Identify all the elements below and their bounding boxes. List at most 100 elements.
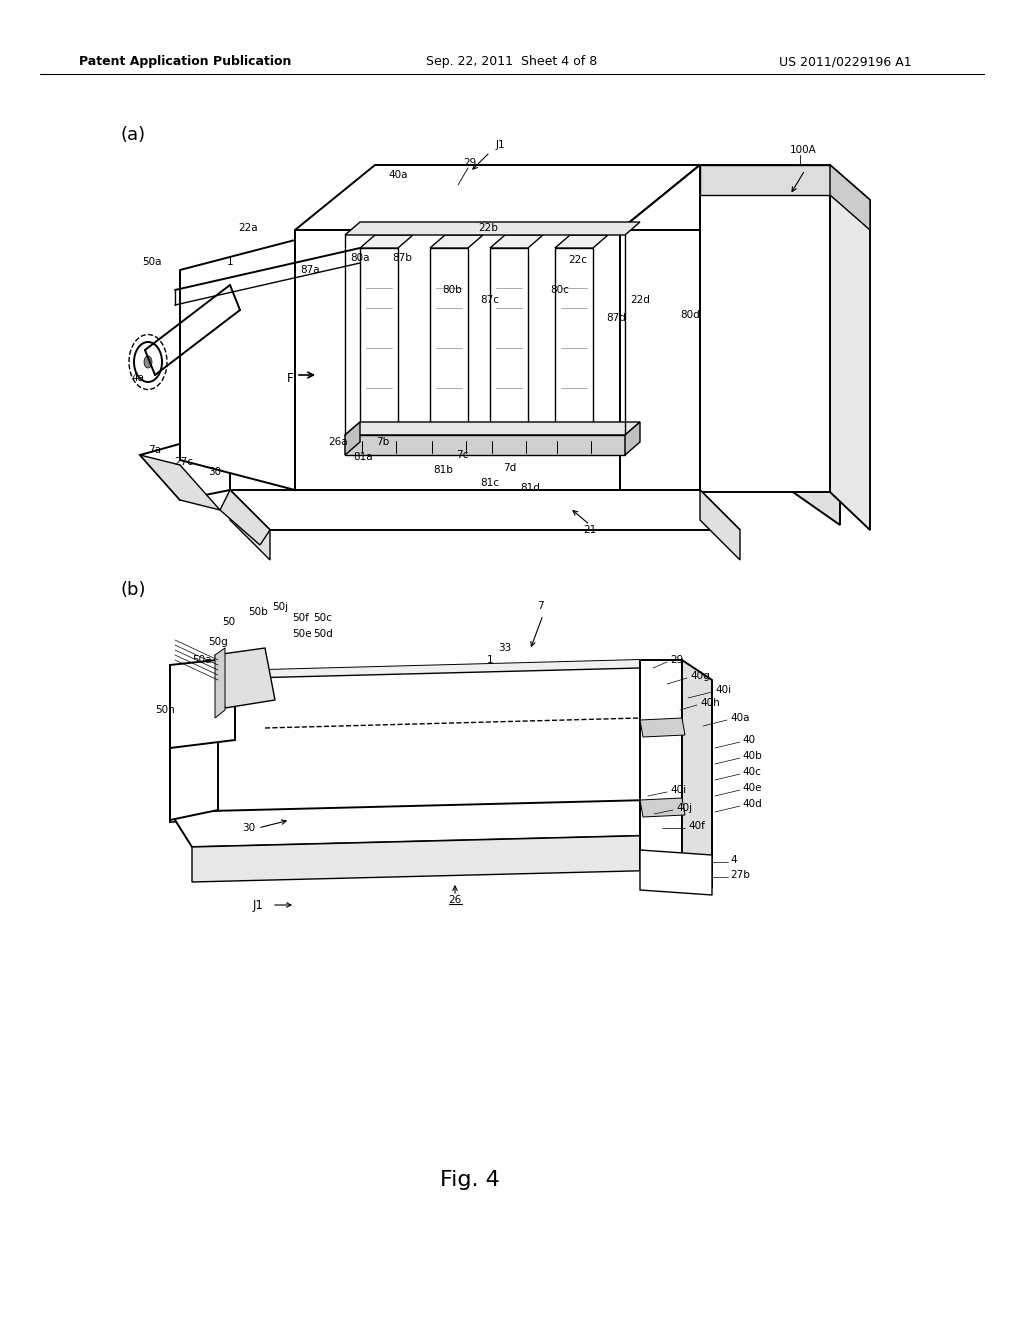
Text: 80a: 80a [350, 253, 370, 263]
Polygon shape [140, 455, 220, 510]
Polygon shape [700, 165, 840, 201]
Ellipse shape [225, 696, 232, 701]
Text: 81d: 81d [520, 483, 540, 492]
Text: 50a: 50a [193, 655, 212, 665]
Text: 81a: 81a [353, 451, 373, 462]
Text: 50f: 50f [292, 612, 309, 623]
Text: 40i: 40i [715, 685, 731, 696]
Text: US 2011/0229196 A1: US 2011/0229196 A1 [778, 55, 911, 69]
Polygon shape [555, 248, 593, 433]
Text: 40c: 40c [742, 767, 761, 777]
Text: 7b: 7b [377, 437, 389, 447]
Polygon shape [140, 430, 230, 500]
Text: 22a: 22a [239, 223, 258, 234]
Polygon shape [170, 657, 234, 748]
Ellipse shape [228, 660, 236, 665]
Text: J1: J1 [253, 899, 263, 912]
Polygon shape [265, 660, 640, 785]
Text: 87b: 87b [392, 253, 412, 263]
Text: 22c: 22c [568, 255, 588, 265]
Polygon shape [620, 230, 790, 490]
Text: 50: 50 [222, 616, 236, 627]
Text: F: F [287, 371, 293, 384]
Text: 50a: 50a [142, 257, 162, 267]
Text: 40d: 40d [742, 799, 762, 809]
Text: 4: 4 [730, 855, 736, 865]
Text: 50j: 50j [272, 602, 288, 612]
Ellipse shape [436, 425, 462, 441]
Polygon shape [620, 165, 700, 490]
Text: 22d: 22d [630, 294, 650, 305]
Text: 7d: 7d [504, 463, 517, 473]
Ellipse shape [225, 702, 232, 708]
Polygon shape [215, 648, 225, 718]
Text: 50e: 50e [292, 630, 311, 639]
Text: 27b: 27b [730, 870, 750, 880]
Text: 29: 29 [464, 158, 476, 168]
Text: 40: 40 [742, 735, 755, 744]
Ellipse shape [647, 747, 677, 793]
Text: 50c: 50c [313, 612, 332, 623]
Polygon shape [700, 490, 740, 560]
Text: 40g: 40g [690, 671, 710, 681]
Polygon shape [650, 800, 672, 870]
Text: Fig. 4: Fig. 4 [440, 1170, 500, 1191]
Polygon shape [170, 671, 218, 820]
Polygon shape [700, 165, 830, 195]
Text: 40a: 40a [730, 713, 750, 723]
Polygon shape [345, 422, 360, 455]
Polygon shape [430, 235, 483, 248]
Polygon shape [700, 165, 830, 492]
Text: 22b: 22b [478, 223, 498, 234]
Polygon shape [490, 235, 543, 248]
Ellipse shape [561, 425, 587, 441]
Text: 80b: 80b [442, 285, 462, 294]
Text: 87d: 87d [606, 313, 626, 323]
Ellipse shape [227, 677, 234, 682]
Polygon shape [830, 165, 870, 531]
Ellipse shape [134, 342, 162, 381]
Polygon shape [490, 248, 528, 433]
Polygon shape [295, 165, 700, 230]
Polygon shape [345, 436, 625, 455]
Text: 7a: 7a [148, 445, 162, 455]
Text: 40a: 40a [388, 170, 408, 180]
Polygon shape [230, 490, 270, 560]
Text: Sep. 22, 2011  Sheet 4 of 8: Sep. 22, 2011 Sheet 4 of 8 [426, 55, 598, 69]
Text: 40h: 40h [700, 698, 720, 708]
Ellipse shape [636, 731, 688, 809]
Polygon shape [215, 648, 275, 708]
Polygon shape [640, 718, 685, 737]
Ellipse shape [144, 356, 152, 368]
Polygon shape [295, 230, 620, 490]
Ellipse shape [228, 665, 234, 671]
Polygon shape [220, 490, 270, 545]
Polygon shape [170, 800, 672, 847]
Polygon shape [170, 668, 662, 822]
Text: 7: 7 [537, 601, 544, 611]
Polygon shape [640, 850, 712, 895]
Text: 80d: 80d [680, 310, 699, 319]
Text: 50d: 50d [313, 630, 333, 639]
Ellipse shape [196, 457, 204, 463]
Text: 81c: 81c [480, 478, 500, 488]
Polygon shape [625, 422, 640, 455]
Polygon shape [790, 230, 840, 525]
Polygon shape [345, 222, 640, 235]
Ellipse shape [226, 684, 233, 689]
Text: 1: 1 [226, 257, 233, 267]
Polygon shape [193, 836, 672, 882]
Text: (b): (b) [120, 581, 145, 599]
Polygon shape [640, 799, 685, 817]
Polygon shape [640, 660, 682, 870]
Polygon shape [218, 777, 662, 812]
Polygon shape [360, 235, 413, 248]
Text: 40j: 40j [676, 803, 692, 813]
Text: 87a: 87a [300, 265, 319, 275]
Ellipse shape [656, 865, 684, 884]
Text: 40f: 40f [688, 821, 705, 832]
Ellipse shape [367, 425, 391, 441]
Text: 80c: 80c [551, 285, 569, 294]
Ellipse shape [629, 688, 651, 746]
Text: 87c: 87c [480, 294, 500, 305]
